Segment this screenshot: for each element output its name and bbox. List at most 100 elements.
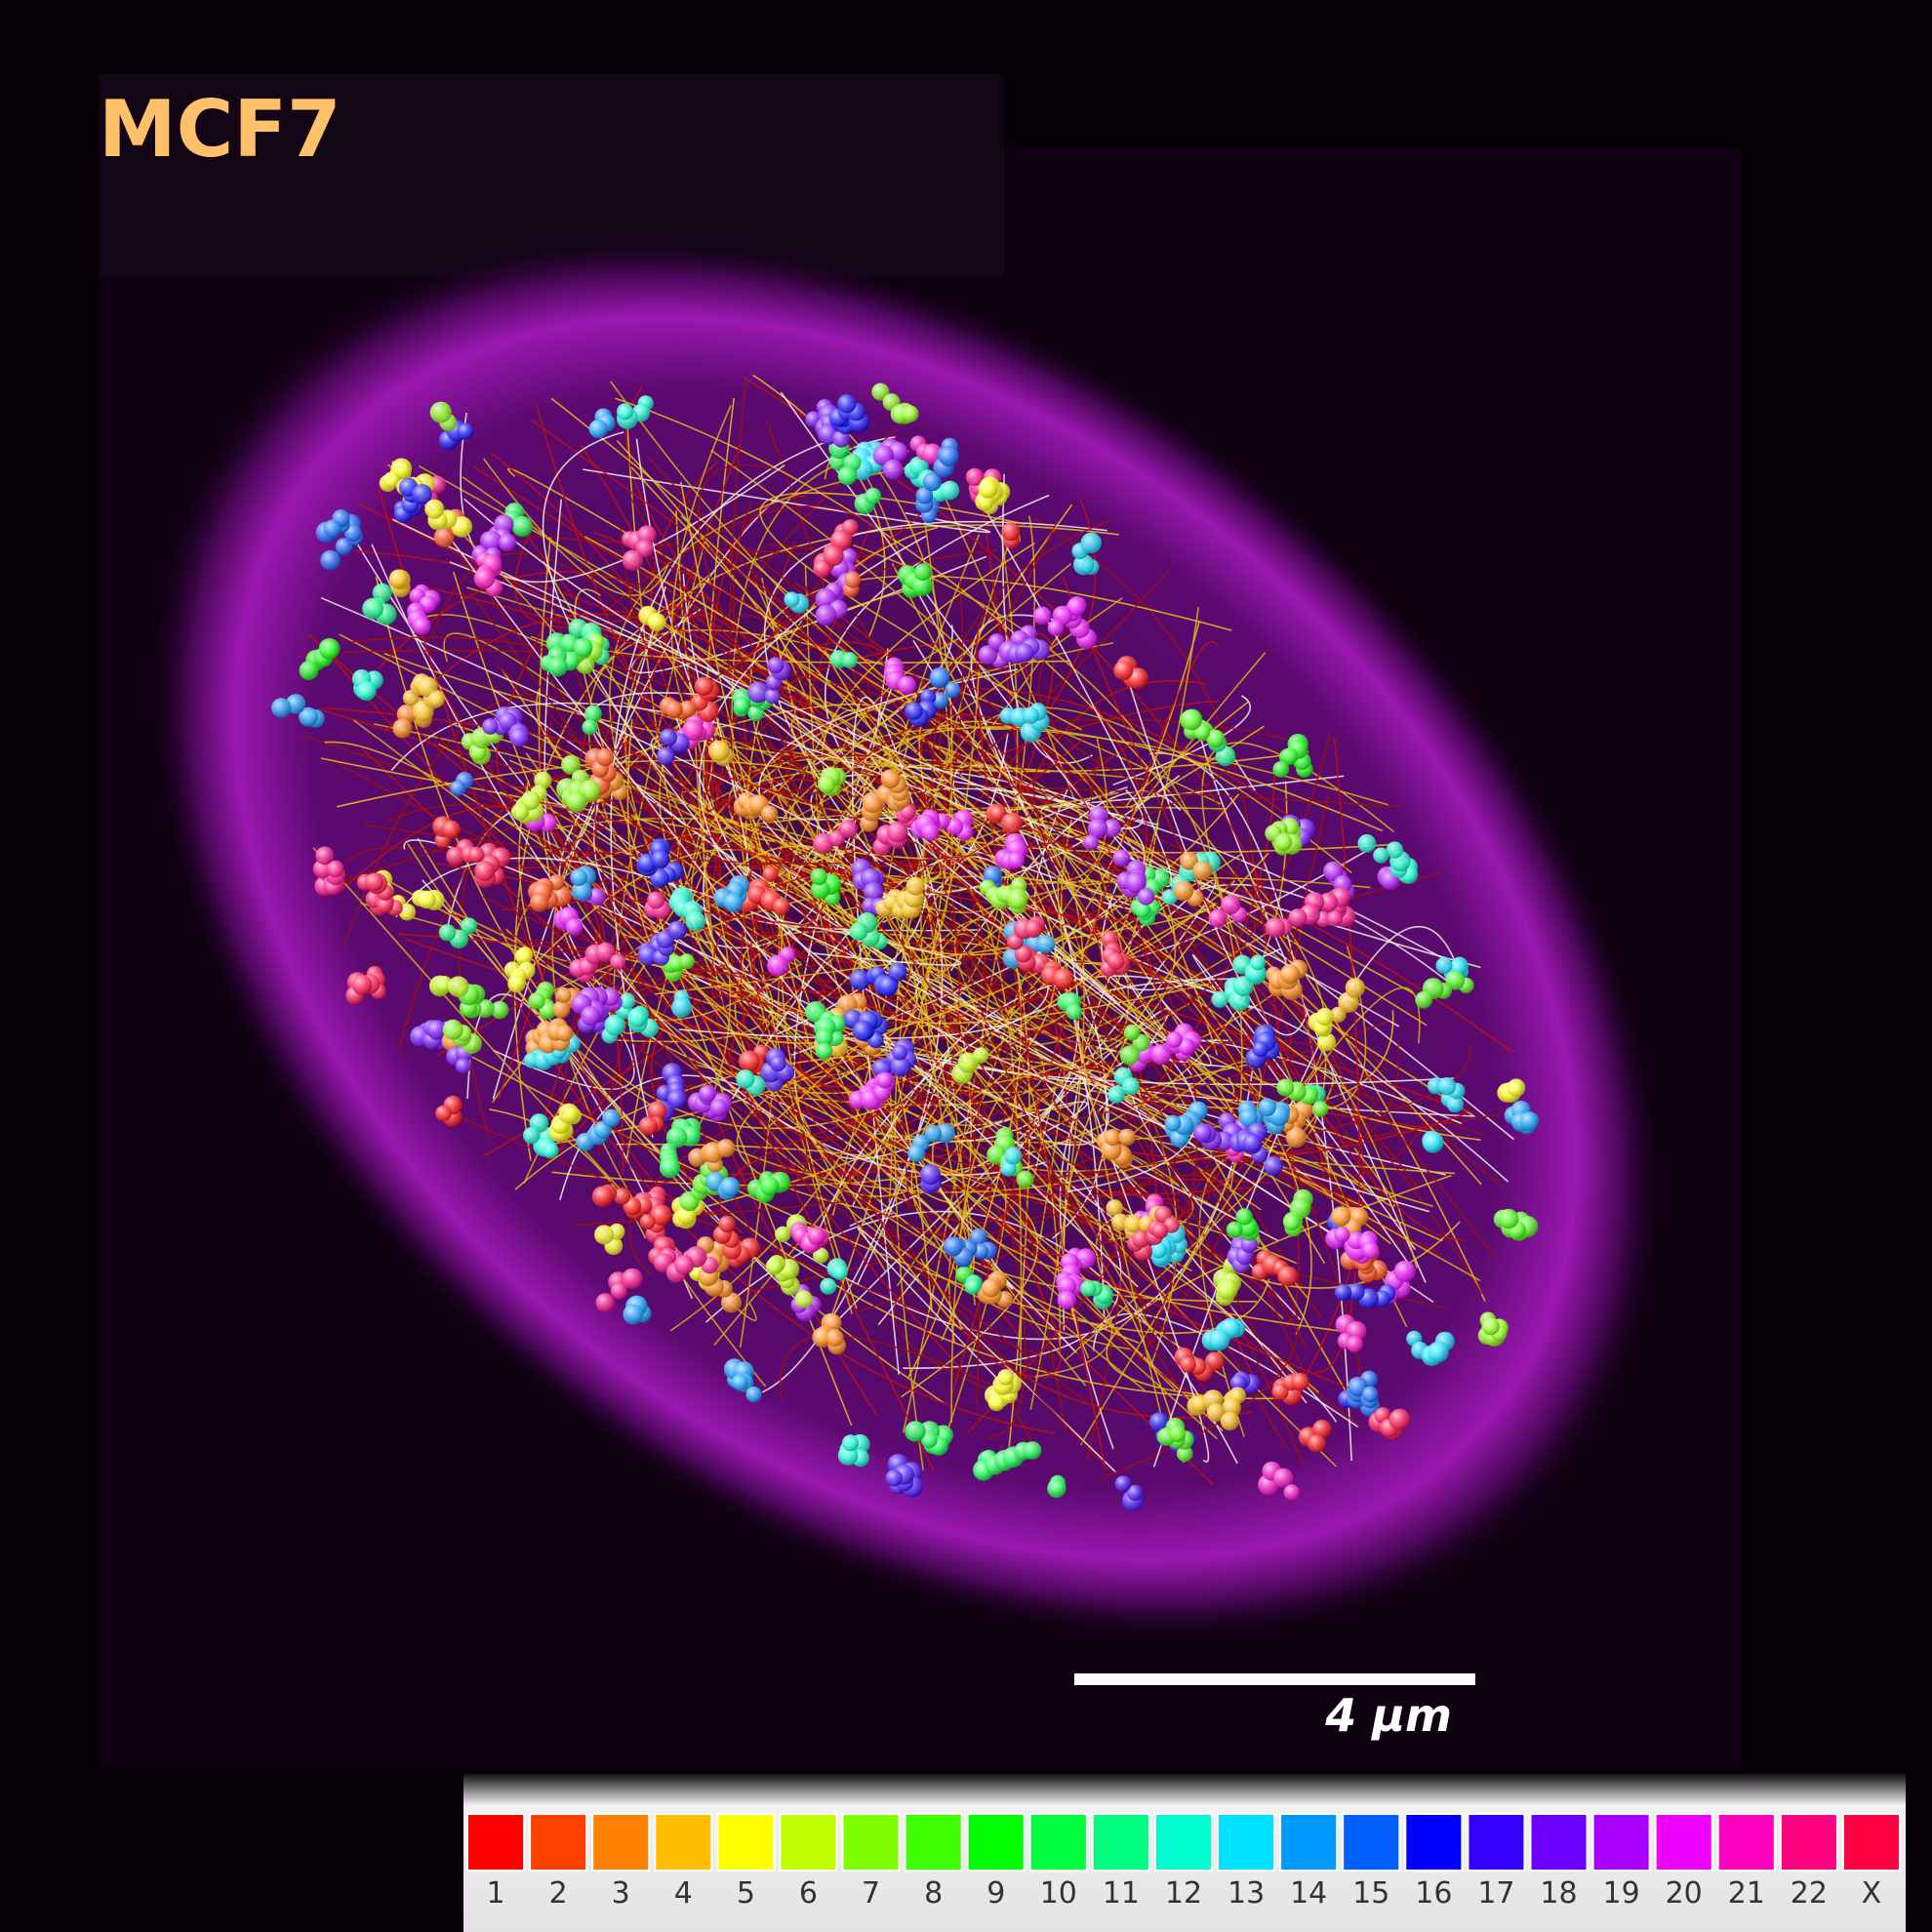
- bead-shade: [1181, 708, 1203, 731]
- bead-shade: [1104, 1129, 1121, 1147]
- bead-shade: [915, 487, 934, 504]
- bead-shade: [558, 1103, 580, 1124]
- bead-shade: [530, 893, 549, 912]
- legend-swatch: [1217, 1813, 1276, 1872]
- bead-shade: [978, 645, 998, 664]
- bead-shade: [573, 637, 593, 658]
- bead-shade: [888, 962, 907, 982]
- bead-shade: [581, 1005, 601, 1026]
- bead-shade: [561, 754, 581, 775]
- legend-label: 8: [924, 1876, 943, 1911]
- bead-shade: [731, 1374, 748, 1391]
- fiber: [363, 764, 1233, 865]
- fiber: [506, 986, 1057, 1434]
- bead-shade: [1274, 833, 1293, 852]
- bead-shade: [885, 1469, 903, 1487]
- bead-shade: [812, 1327, 833, 1348]
- bead-shade: [1318, 892, 1339, 912]
- bead-shade: [1124, 1214, 1143, 1233]
- bead-shade: [1180, 1356, 1196, 1373]
- fiber: [320, 596, 1198, 1193]
- bead-shade: [1361, 1386, 1379, 1403]
- bead-shade: [1168, 1425, 1187, 1443]
- fiber: [949, 790, 1182, 972]
- bead-shade: [418, 890, 436, 909]
- bead-shade: [435, 1105, 452, 1122]
- bead-shade: [1334, 1227, 1350, 1243]
- bead-shade: [617, 403, 633, 421]
- bead-shade: [694, 676, 714, 697]
- chromatin-fibers: [302, 374, 1515, 1486]
- bead-shade: [323, 519, 342, 539]
- bead-shade: [510, 802, 530, 822]
- bead-shade: [844, 571, 862, 588]
- bead-shade: [1073, 554, 1095, 576]
- bead-shade: [555, 986, 572, 1003]
- bead-shade: [810, 867, 827, 886]
- fiber: [1126, 701, 1265, 808]
- bead-shade: [1166, 1031, 1183, 1048]
- fiber: [855, 871, 1023, 1380]
- bead-shade: [665, 1126, 688, 1148]
- fiber: [811, 978, 1246, 1248]
- legend-label: 14: [1290, 1876, 1327, 1911]
- bead-shade: [1226, 1221, 1243, 1238]
- bead-shade: [1229, 1374, 1247, 1391]
- bead-shade: [1317, 1032, 1337, 1052]
- fiber: [547, 521, 1059, 866]
- bead-shade: [1036, 935, 1056, 954]
- bead-shade: [1240, 1235, 1258, 1254]
- bead-shade: [685, 910, 705, 932]
- bead-shade: [865, 487, 882, 504]
- bead-shade: [849, 969, 870, 990]
- bead-shade: [1178, 1038, 1195, 1056]
- legend-label: 5: [737, 1876, 755, 1911]
- bead-shade: [887, 821, 908, 843]
- fiber: [407, 843, 1267, 1193]
- bead-shade: [1022, 706, 1040, 724]
- fiber: [852, 543, 1243, 1192]
- fiber: [790, 717, 1382, 1117]
- fiber: [542, 431, 1139, 1288]
- bead-shade: [924, 1124, 943, 1143]
- bead-shade: [1004, 1147, 1023, 1165]
- bead-shade: [761, 805, 779, 823]
- bead-shade: [1015, 643, 1034, 663]
- bead-shade: [1025, 919, 1043, 939]
- bead-shade: [815, 604, 837, 626]
- fiber: [616, 1143, 1039, 1398]
- bead-shade: [1111, 1213, 1130, 1231]
- fiber: [896, 1176, 1007, 1442]
- bead-shade: [770, 1055, 786, 1072]
- bead-shade: [940, 480, 960, 501]
- bead-shade: [929, 667, 950, 688]
- fiber: [559, 754, 1274, 1155]
- bead-shade: [534, 771, 552, 789]
- fiber: [759, 492, 1082, 731]
- bead-shade: [1361, 1241, 1380, 1260]
- bead-shade: [1206, 729, 1225, 748]
- bead-shade: [1393, 1260, 1416, 1282]
- fiber: [947, 1193, 1320, 1393]
- bead-shade: [882, 459, 904, 480]
- bead-shade: [902, 405, 919, 423]
- bead-shade: [1334, 1284, 1351, 1302]
- bead-shade: [1107, 951, 1125, 971]
- bead-shade: [514, 947, 533, 965]
- bead-shade: [946, 818, 964, 836]
- bead-shade: [945, 682, 961, 699]
- bead-shade: [932, 692, 949, 709]
- bead-shade: [1291, 1372, 1309, 1391]
- bead-shade: [815, 1027, 833, 1046]
- title: MCF7: [99, 84, 342, 175]
- bead-shade: [552, 1000, 571, 1019]
- bead-shade: [650, 868, 669, 888]
- fiber: [669, 702, 749, 876]
- bead-shade: [1151, 1222, 1169, 1239]
- bead-shade: [1277, 1266, 1299, 1287]
- bead-shade: [594, 1225, 615, 1245]
- legend-label: 16: [1415, 1876, 1452, 1911]
- bead-shade: [1134, 902, 1151, 918]
- bead-shade: [1264, 1155, 1283, 1176]
- bead-shade: [1121, 1077, 1140, 1096]
